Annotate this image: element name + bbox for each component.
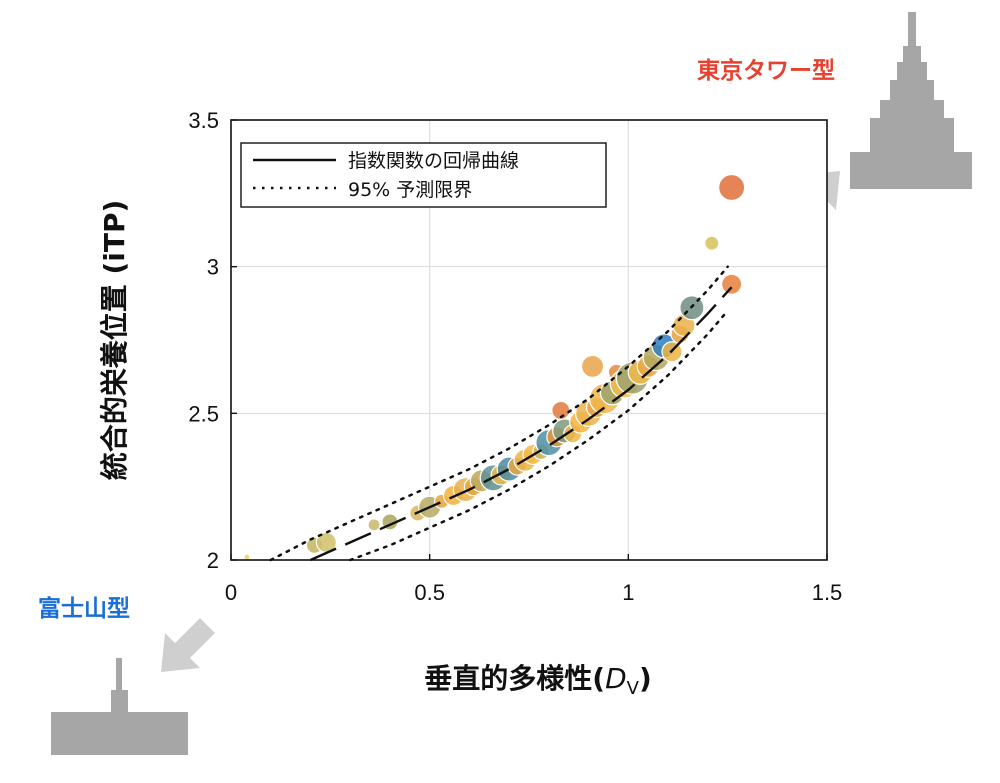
y-tick-label: 2 bbox=[207, 548, 219, 573]
plot-frame bbox=[230, 119, 828, 561]
x-axis-label-subscript: V bbox=[627, 678, 640, 699]
x-tick-label: 1 bbox=[622, 580, 634, 605]
x-axis-label-paren-open: ( bbox=[592, 662, 605, 695]
x-axis-label-paren-close: ) bbox=[639, 662, 652, 695]
y-tick-label: 3 bbox=[207, 255, 219, 280]
legend: 指数関数の回帰曲線 95% 予測限界 bbox=[240, 142, 607, 208]
arrow-down-left-icon bbox=[161, 618, 215, 672]
data-point bbox=[580, 354, 605, 378]
x-axis-ticks: 0 0.5 1 1.5 bbox=[225, 554, 842, 605]
y-axis-label: 統合的栄養位置 (iTP) bbox=[98, 200, 131, 481]
legend-label-regression: 指数関数の回帰曲線 bbox=[348, 150, 519, 172]
legend-label-prediction: 95% 予測限界 bbox=[348, 179, 472, 201]
x-tick-label: 0 bbox=[225, 580, 237, 605]
y-tick-label: 2.5 bbox=[188, 401, 219, 426]
data-point bbox=[718, 173, 746, 202]
mount-fuji-label: 富士山型 bbox=[38, 595, 130, 622]
tokyo-tower-label: 東京タワー型 bbox=[697, 57, 835, 84]
y-tick-label: 3.5 bbox=[188, 108, 219, 133]
prediction-lower-line bbox=[348, 309, 729, 562]
legend-box bbox=[240, 142, 607, 208]
prediction-upper-line bbox=[269, 265, 729, 562]
data-point bbox=[367, 518, 381, 532]
x-axis-label-text: 垂直的多様性 bbox=[424, 662, 592, 695]
y-axis-ticks: 2 2.5 3 3.5 bbox=[188, 108, 237, 573]
mount-fuji-silhouette bbox=[51, 658, 188, 755]
data-point bbox=[243, 553, 251, 561]
curves bbox=[269, 265, 733, 562]
x-tick-label: 1.5 bbox=[812, 580, 843, 605]
x-axis-label-symbol: D bbox=[605, 662, 627, 695]
x-axis-label: 垂直的多様性(DV) bbox=[424, 662, 652, 699]
data-point bbox=[721, 273, 743, 295]
data-point bbox=[704, 235, 720, 251]
regression-curve bbox=[310, 286, 733, 562]
tokyo-tower-silhouette bbox=[850, 12, 972, 189]
x-tick-label: 0.5 bbox=[414, 580, 445, 605]
